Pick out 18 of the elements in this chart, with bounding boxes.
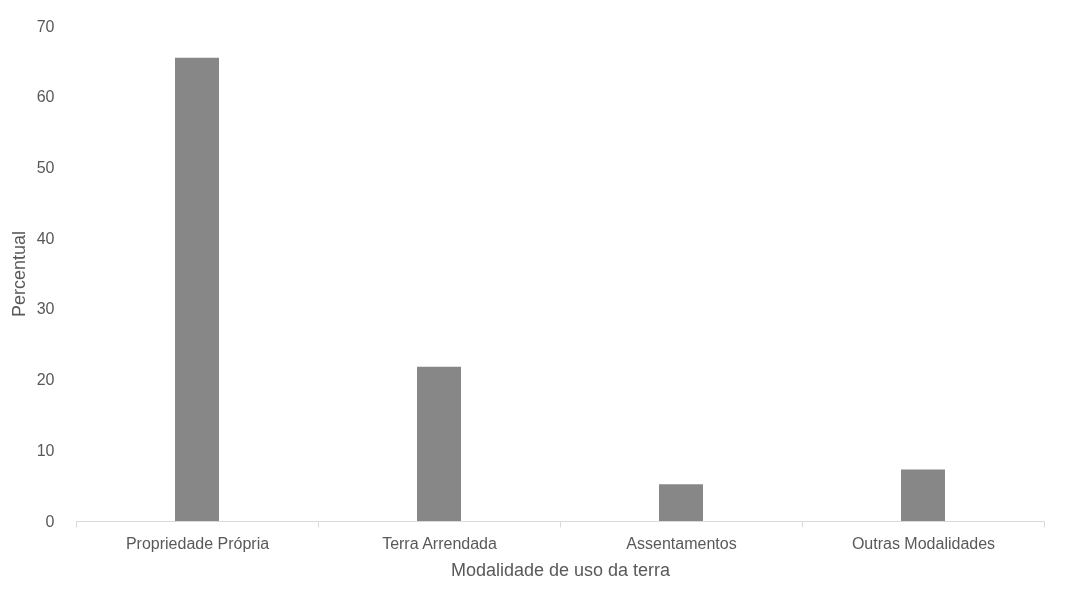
x-tick-label: Propriedade Própria	[125, 534, 270, 552]
y-tick-label: 0	[45, 512, 55, 530]
x-tick-label: Assentamentos	[626, 534, 737, 552]
y-tick-label: 50	[36, 158, 55, 176]
y-axis-title: Percentual	[8, 230, 29, 318]
bar	[417, 366, 461, 521]
y-tick-label: 30	[36, 300, 55, 318]
bar	[901, 469, 945, 521]
bar	[659, 484, 703, 521]
x-axis-title: Modalidade de uso da terra	[450, 559, 672, 580]
y-tick-label: 10	[36, 441, 55, 459]
x-tick-label: Terra Arrendada	[382, 534, 497, 552]
y-tick-label: 60	[36, 88, 55, 106]
y-tick-label: 70	[36, 17, 55, 35]
x-tick-label: Outras Modalidades	[851, 534, 996, 552]
bar	[175, 57, 219, 521]
y-tick-label: 20	[36, 371, 55, 389]
y-tick-label: 40	[36, 229, 55, 247]
